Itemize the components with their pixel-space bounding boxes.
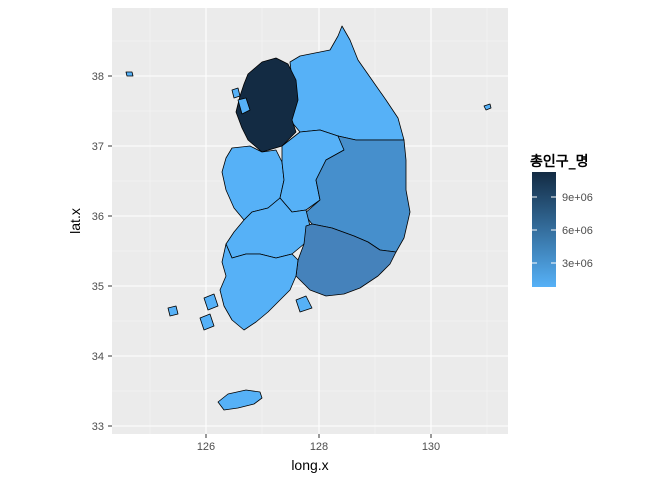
y-tick-label: 38 [92,71,104,83]
x-axis-title: long.x [291,457,328,473]
legend-title: 총인구_명 [530,153,589,170]
y-tick-label: 34 [92,351,104,363]
legend: 총인구_명 9e+06 6e+06 3e+06 [530,153,593,287]
legend-label: 9e+06 [562,192,593,204]
island-south-1 [295,295,313,313]
island-west-2 [237,97,251,115]
x-tick-label: 128 [310,441,328,453]
region-jeju [217,389,263,411]
region-gyeonggi [235,57,299,153]
x-tick-label: 126 [197,441,215,453]
y-tick-label: 36 [92,211,104,223]
island-baengnyeong [125,71,134,77]
island-southwest-1 [203,293,219,311]
island-southwest-2 [199,313,215,331]
legend-label: 6e+06 [562,225,593,237]
y-tick-label: 35 [92,281,104,293]
island-ulleung [483,103,492,111]
island-west-1 [231,87,241,99]
island-south-2 [167,305,179,317]
legend-label: 3e+06 [562,258,593,270]
y-tick-label: 37 [92,141,104,153]
x-tick-label: 130 [422,441,440,453]
regions-layer [125,25,492,411]
y-axis-title: lat.x [67,208,83,234]
legend-ticks [532,196,556,264]
region-jeonnam [219,243,299,331]
axis-ticks [108,75,432,438]
y-tick-label: 33 [92,421,104,433]
